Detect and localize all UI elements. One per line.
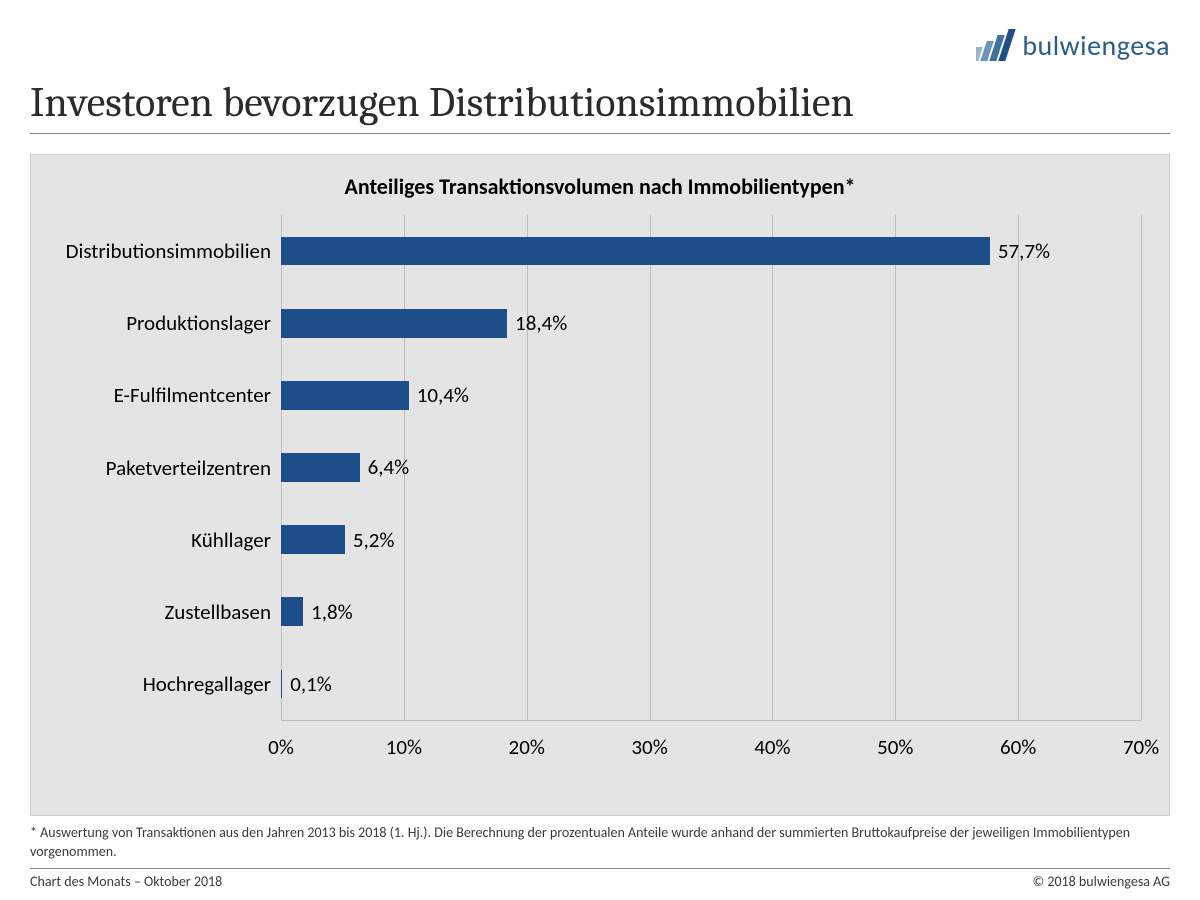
x-tick-label: 20% bbox=[509, 734, 545, 760]
bar: 6,4% bbox=[281, 453, 360, 482]
category-label: Distributionsimmobilien bbox=[41, 238, 271, 264]
value-label: 10,4% bbox=[417, 382, 469, 408]
x-tick-label: 50% bbox=[877, 734, 913, 760]
gridline bbox=[895, 215, 896, 720]
gridline bbox=[1018, 215, 1019, 720]
footer-right: © 2018 bulwiengesa AG bbox=[1033, 873, 1170, 890]
value-label: 1,8% bbox=[311, 599, 353, 625]
logo-row: bulwiengesa bbox=[30, 20, 1170, 70]
category-label: Zustellbasen bbox=[41, 599, 271, 625]
bar: 10,4% bbox=[281, 381, 409, 410]
gridline bbox=[1141, 215, 1142, 720]
category-label: Hochregallager bbox=[41, 671, 271, 697]
page: bulwiengesa Investoren bevorzugen Distri… bbox=[0, 0, 1200, 900]
x-tick-label: 30% bbox=[631, 734, 667, 760]
logo-bars-icon bbox=[976, 28, 1016, 62]
footer-row: Chart des Monats – Oktober 2018 © 2018 b… bbox=[30, 873, 1170, 890]
value-label: 18,4% bbox=[515, 310, 567, 336]
chart-title: Anteiliges Transaktionsvolumen nach Immo… bbox=[31, 155, 1169, 214]
logo-text: bulwiengesa bbox=[1022, 28, 1170, 63]
plot-region: 0%10%20%30%40%50%60%70%Distributionsimmo… bbox=[281, 215, 1141, 720]
brand-logo: bulwiengesa bbox=[976, 28, 1170, 63]
footer-left: Chart des Monats – Oktober 2018 bbox=[30, 873, 222, 890]
value-label: 0,1% bbox=[290, 671, 332, 697]
value-label: 57,7% bbox=[998, 238, 1050, 264]
x-tick-label: 0% bbox=[268, 734, 294, 760]
value-label: 6,4% bbox=[368, 454, 410, 480]
category-label: Produktionslager bbox=[41, 310, 271, 336]
value-label: 5,2% bbox=[353, 527, 395, 553]
x-tick-label: 10% bbox=[386, 734, 422, 760]
x-axis-line bbox=[281, 720, 1141, 721]
bar: 57,7% bbox=[281, 237, 990, 266]
chart-area: Anteiliges Transaktionsvolumen nach Immo… bbox=[30, 154, 1170, 816]
footer-rule bbox=[30, 868, 1170, 869]
page-title: Investoren bevorzugen Distributionsimmob… bbox=[30, 78, 1170, 127]
gridline bbox=[650, 215, 651, 720]
category-label: Kühllager bbox=[41, 527, 271, 553]
x-tick-label: 60% bbox=[1000, 734, 1036, 760]
gridline bbox=[527, 215, 528, 720]
footnote: * Auswertung von Transaktionen aus den J… bbox=[30, 824, 1170, 862]
bar: 0,1% bbox=[281, 670, 282, 699]
bar: 5,2% bbox=[281, 525, 345, 554]
category-label: Paketverteilzentren bbox=[41, 455, 271, 481]
bar: 18,4% bbox=[281, 309, 507, 338]
x-tick-label: 70% bbox=[1123, 734, 1159, 760]
gridline bbox=[772, 215, 773, 720]
bar: 1,8% bbox=[281, 597, 303, 626]
category-label: E-Fulfilmentcenter bbox=[41, 382, 271, 408]
x-tick-label: 40% bbox=[754, 734, 790, 760]
title-rule bbox=[30, 133, 1170, 134]
